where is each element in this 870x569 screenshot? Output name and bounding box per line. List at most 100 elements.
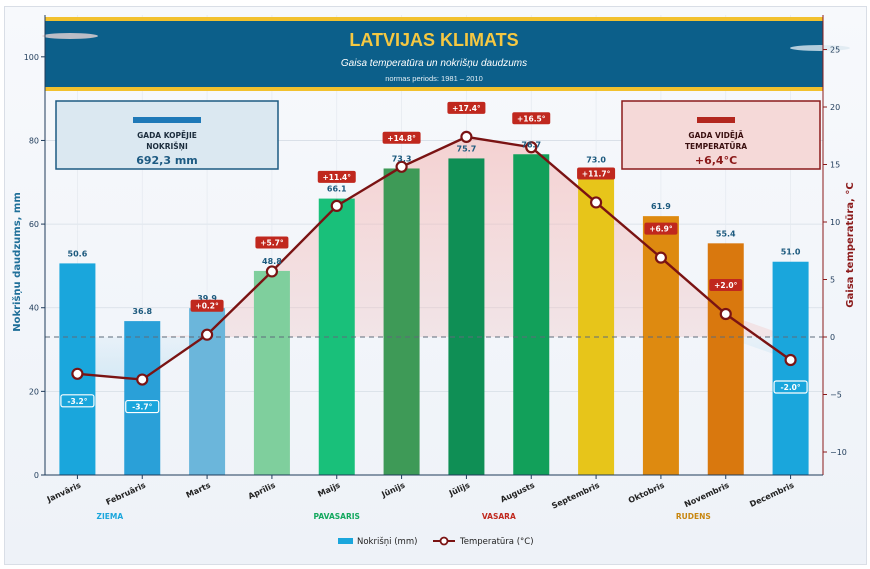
- temperature-label-text: +5.7°: [260, 238, 284, 247]
- info-left-label-2: NOKRIŠŅI: [146, 142, 188, 151]
- header-stripe-top: [45, 17, 823, 21]
- precipitation-value-label: 66.1: [327, 185, 347, 194]
- legend-temp-marker: [439, 536, 449, 546]
- temperature-color-swatch: [697, 117, 735, 123]
- temperature-series: [71, 130, 797, 386]
- y-tick-label-left: 40: [29, 304, 39, 313]
- temperature-value-label: -3.7°: [125, 399, 160, 414]
- y-tick-label-left: 20: [29, 387, 39, 396]
- season-label: VASARA: [482, 512, 516, 521]
- legend-precip-swatch: [338, 538, 353, 544]
- temperature-marker: [265, 265, 279, 278]
- value-labels: 50.6 36.8 39.9 48.8 66.1 73.3 75.7 76.7 73.0 61.9…: [60, 101, 808, 414]
- x-tick-label: Aprīlis: [247, 481, 277, 501]
- y-tick-label-right: 10: [830, 218, 840, 227]
- y-axis-title-left: Nokrišņu daudzums, mm: [11, 192, 23, 332]
- header-decor-right: [790, 45, 850, 51]
- precipitation-bar: [707, 243, 744, 475]
- y-tick-label-left: 100: [24, 53, 39, 62]
- info-right-value: +6,4°C: [695, 154, 737, 167]
- temperature-value-label: +11.7°: [577, 167, 616, 180]
- x-tick-label: Marts: [185, 481, 212, 500]
- precipitation-value-label: 39.9: [197, 294, 217, 303]
- x-tick-label: Augusts: [499, 481, 536, 505]
- precipitation-value-label: 76.7: [521, 140, 541, 149]
- info-box-temperature: GADA VIDĒJĀ TEMPERATŪRA +6,4°C: [621, 100, 821, 170]
- temperature-label-text: +11.7°: [582, 169, 611, 178]
- precipitation-value-label: 50.6: [68, 249, 88, 258]
- precipitation-value-label: 51.0: [781, 248, 801, 257]
- info-right-label-2: TEMPERATŪRA: [685, 142, 747, 151]
- legend-temp-label: Temperatūra (°C): [459, 537, 534, 547]
- temperature-label-text: +17.4°: [452, 104, 481, 113]
- y-tick-label-left: 0: [34, 471, 39, 480]
- precipitation-value-label: 73.3: [392, 154, 412, 163]
- temperature-value-label: -3.2°: [60, 394, 95, 408]
- y-tick-label-right: 20: [830, 103, 840, 112]
- temperature-label-text: +11.4°: [322, 173, 351, 182]
- temperature-label-text: +0.2°: [195, 302, 219, 311]
- header-banner: LATVIJAS KLIMATS Gaisa temperatūra un no…: [42, 17, 850, 91]
- x-tick-label: Novembris: [683, 481, 731, 510]
- header-stripe-bottom: [45, 87, 823, 91]
- temperature-line: [77, 135, 792, 381]
- x-tick-label: Jūnijs: [379, 481, 406, 500]
- y-tick-label-left: 80: [29, 136, 39, 145]
- temperature-value-label: +5.7°: [255, 236, 289, 249]
- precipitation-color-swatch: [133, 117, 201, 123]
- precipitation-value-label: 48.8: [262, 257, 282, 266]
- temperature-label-box: [644, 222, 678, 235]
- precipitation-bar: [383, 168, 420, 476]
- x-tick-label: Februāris: [105, 481, 148, 507]
- precipitation-bar: [124, 321, 161, 475]
- x-tick-label: Septembris: [550, 481, 601, 511]
- x-tick-label: Decembris: [748, 481, 795, 509]
- temperature-label-text: -3.2°: [67, 397, 87, 406]
- temperature-marker: [525, 141, 538, 154]
- header-decor-left: [42, 33, 98, 39]
- temperature-label-text: +6.9°: [649, 225, 673, 234]
- temperature-label-text: +16.5°: [517, 114, 546, 123]
- info-right-label-1: GADA VIDĒJĀ: [688, 131, 743, 140]
- y-tick-label-right: 25: [830, 46, 840, 55]
- info-left-label-1: GADA KOPĒJIE: [137, 131, 197, 140]
- temperature-value-label: +17.4°: [447, 101, 486, 114]
- y-tick-label-right: 0: [830, 333, 835, 342]
- season-label: ZIEMA: [97, 512, 124, 521]
- temperature-label-box: [512, 112, 551, 125]
- temperature-label-box: [382, 131, 421, 144]
- legend-precip-label: Nokrišņi (mm): [357, 536, 417, 547]
- y-tick-label-right: 15: [830, 161, 840, 170]
- precipitation-bar: [513, 154, 550, 475]
- temperature-value-label: +2.0°: [709, 279, 743, 291]
- temperature-marker: [330, 199, 343, 212]
- temperature-marker: [395, 160, 408, 173]
- precipitation-value-label: 73.0: [586, 156, 606, 165]
- temperature-marker: [136, 373, 149, 386]
- temperature-marker: [200, 328, 214, 341]
- temperature-label-box: [190, 299, 224, 312]
- header-background: [45, 21, 823, 87]
- temperature-label-text: -3.7°: [132, 403, 152, 412]
- temperature-value-label: -2.0°: [773, 380, 808, 394]
- temperature-label-box: [447, 101, 486, 114]
- precipitation-value-label: 55.4: [716, 229, 736, 238]
- chart-period: normas periods: 1981 – 2010: [385, 74, 483, 83]
- temperature-label-box: [577, 167, 616, 180]
- temperature-value-label: +6.9°: [644, 222, 678, 235]
- temperature-label-box: [709, 279, 743, 291]
- precipitation-bar: [448, 158, 485, 475]
- temperature-marker: [460, 130, 473, 143]
- temperature-label-text: -2.0°: [781, 383, 801, 392]
- temperature-value-label: +14.8°: [382, 131, 421, 144]
- temperature-value-label: +0.2°: [190, 299, 224, 312]
- chart-subtitle: Gaisa temperatūra un nokrišņu daudzums: [341, 58, 527, 69]
- y-tick-label-left: 60: [29, 220, 39, 229]
- temperature-label-box: [773, 380, 808, 394]
- x-tick-label: Oktobris: [627, 481, 666, 506]
- y-tick-label-right: −10: [830, 448, 847, 457]
- temperature-label-box: [60, 394, 95, 408]
- y-tick-label-right: −5: [830, 391, 842, 400]
- x-tick-label: Jūlijs: [447, 481, 472, 499]
- legend: Nokrišņi (mm) Temperatūra (°C): [338, 536, 534, 547]
